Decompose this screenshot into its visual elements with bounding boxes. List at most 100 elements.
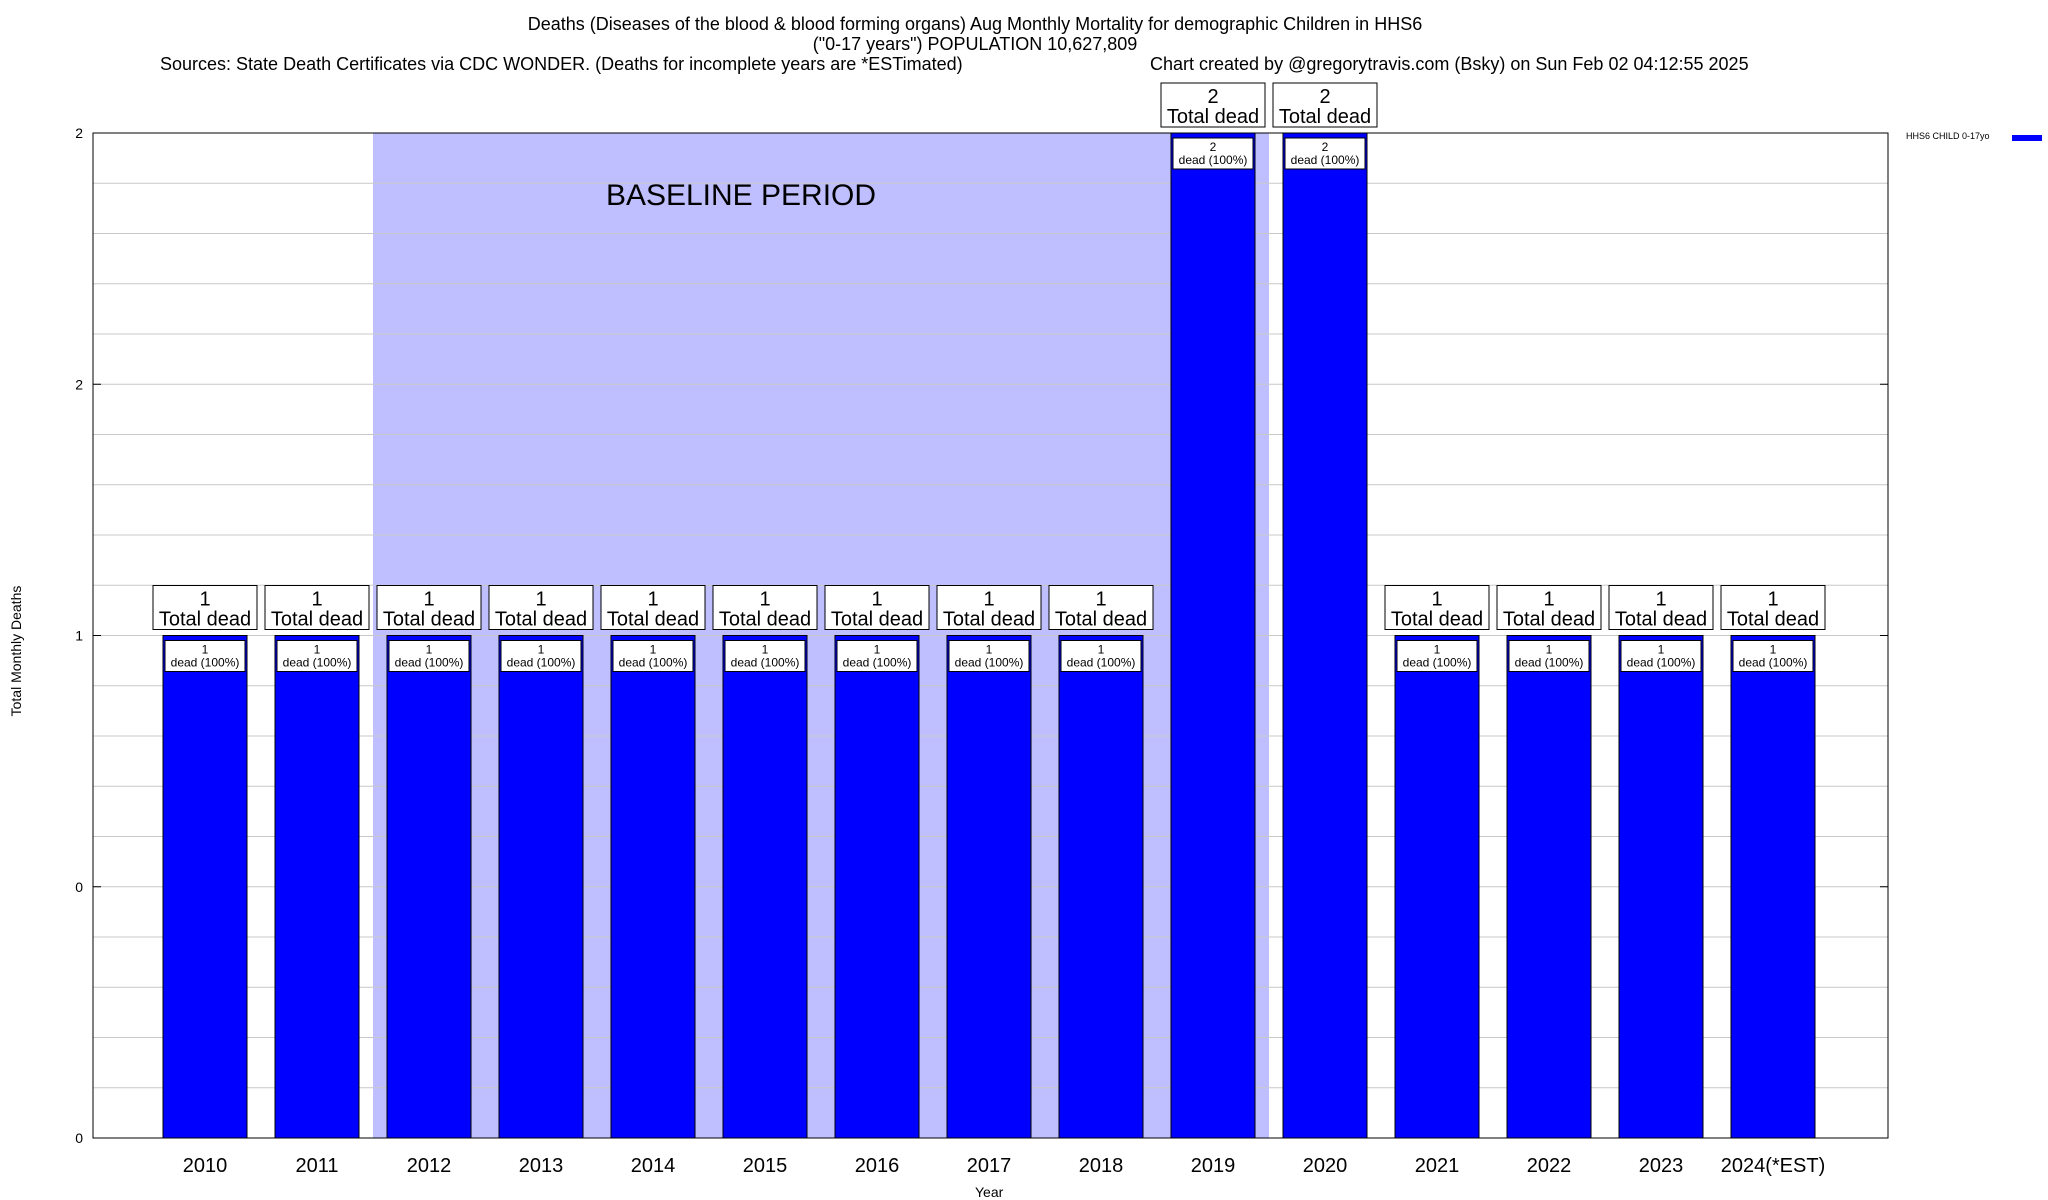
total-label-box bbox=[712, 585, 818, 630]
bar bbox=[722, 635, 808, 1139]
inner-label-box bbox=[612, 640, 694, 672]
y-tick-label: 2 bbox=[75, 125, 83, 141]
total-label-number: 1 bbox=[647, 589, 658, 611]
legend-swatch bbox=[2012, 135, 2042, 141]
total-label-box bbox=[1496, 585, 1602, 630]
total-label-box bbox=[600, 585, 706, 630]
inner-label-text: dead (100%) bbox=[395, 656, 464, 670]
inner-label-text: dead (100%) bbox=[283, 656, 352, 670]
x-tick-label: 2011 bbox=[295, 1155, 338, 1177]
total-label-number: 1 bbox=[1095, 589, 1106, 611]
inner-label-box bbox=[1396, 640, 1478, 672]
inner-label-number: 1 bbox=[986, 643, 993, 657]
total-label-box bbox=[264, 585, 370, 630]
x-tick-label: 2010 bbox=[183, 1155, 228, 1177]
total-label-text: Total dead bbox=[1391, 609, 1483, 631]
inner-label-number: 1 bbox=[1770, 643, 1777, 657]
inner-label-text: dead (100%) bbox=[843, 656, 912, 670]
total-label-number: 1 bbox=[1655, 589, 1666, 611]
total-label-box bbox=[1160, 82, 1266, 128]
chart-credit: Chart created by @gregorytravis.com (Bsk… bbox=[1150, 54, 1749, 74]
inner-label-box bbox=[388, 640, 470, 672]
inner-label-number: 1 bbox=[874, 643, 881, 657]
inner-label-box bbox=[1620, 640, 1702, 672]
total-label-number: 1 bbox=[423, 589, 434, 611]
x-tick-label: 2017 bbox=[967, 1155, 1012, 1177]
x-tick-label: 2022 bbox=[1527, 1155, 1572, 1177]
bar bbox=[162, 635, 248, 1139]
total-label-box bbox=[1608, 585, 1714, 630]
total-label-number: 2 bbox=[1319, 86, 1330, 108]
total-label-number: 2 bbox=[1207, 86, 1218, 108]
inner-label-text: dead (100%) bbox=[1403, 656, 1472, 670]
inner-label-number: 1 bbox=[1658, 643, 1665, 657]
total-label-text: Total dead bbox=[943, 609, 1035, 631]
bar bbox=[274, 635, 360, 1139]
inner-label-box bbox=[724, 640, 806, 672]
total-label-number: 1 bbox=[759, 589, 770, 611]
x-tick-label: 2023 bbox=[1639, 1155, 1684, 1177]
bar bbox=[1282, 132, 1368, 1139]
y-axis-label: Total Monthly Deaths bbox=[8, 585, 24, 717]
y-tick-label: 0 bbox=[75, 879, 83, 895]
bar bbox=[1170, 132, 1256, 1139]
total-label-box bbox=[1384, 585, 1490, 630]
bar bbox=[386, 635, 472, 1139]
bar bbox=[498, 635, 584, 1139]
inner-label-number: 2 bbox=[1210, 140, 1217, 154]
total-label-text: Total dead bbox=[831, 609, 923, 631]
inner-label-box bbox=[1732, 640, 1814, 672]
inner-label-number: 1 bbox=[1098, 643, 1105, 657]
x-tick-label: 2016 bbox=[855, 1155, 900, 1177]
total-label-box bbox=[152, 585, 258, 630]
bar bbox=[1618, 635, 1704, 1139]
total-label-text: Total dead bbox=[271, 609, 363, 631]
inner-label-text: dead (100%) bbox=[171, 656, 240, 670]
total-label-number: 1 bbox=[983, 589, 994, 611]
y-tick-label: 2 bbox=[75, 376, 83, 392]
y-tick-label: 0 bbox=[75, 1130, 83, 1146]
inner-label-number: 1 bbox=[314, 643, 321, 657]
total-label-number: 1 bbox=[871, 589, 882, 611]
inner-label-number: 1 bbox=[1434, 643, 1441, 657]
inner-label-number: 1 bbox=[1546, 643, 1553, 657]
inner-label-text: dead (100%) bbox=[731, 656, 800, 670]
x-tick-label: 2013 bbox=[519, 1155, 564, 1177]
inner-label-text: dead (100%) bbox=[1067, 656, 1136, 670]
bar bbox=[946, 635, 1032, 1139]
inner-label-box bbox=[500, 640, 582, 672]
total-label-text: Total dead bbox=[495, 609, 587, 631]
inner-label-text: dead (100%) bbox=[1179, 153, 1248, 167]
x-tick-label: 2021 bbox=[1415, 1155, 1460, 1177]
legend-label: HHS6 CHILD 0-17yo bbox=[1906, 131, 1990, 141]
total-label-text: Total dead bbox=[1615, 609, 1707, 631]
inner-label-number: 1 bbox=[650, 643, 657, 657]
inner-label-text: dead (100%) bbox=[507, 656, 576, 670]
total-label-box bbox=[376, 585, 482, 630]
inner-label-box bbox=[1060, 640, 1142, 672]
x-tick-label: 2024(*EST) bbox=[1721, 1155, 1826, 1177]
inner-label-text: dead (100%) bbox=[1291, 153, 1360, 167]
inner-label-number: 1 bbox=[762, 643, 769, 657]
total-label-text: Total dead bbox=[1279, 106, 1371, 128]
total-label-text: Total dead bbox=[1727, 609, 1819, 631]
total-label-box bbox=[1048, 585, 1154, 630]
inner-label-box bbox=[1508, 640, 1590, 672]
inner-label-text: dead (100%) bbox=[1739, 656, 1808, 670]
x-tick-label: 2020 bbox=[1303, 1155, 1348, 1177]
y-tick-label: 1 bbox=[75, 628, 83, 644]
total-label-box bbox=[936, 585, 1042, 630]
inner-label-box bbox=[1172, 137, 1254, 170]
total-label-number: 1 bbox=[311, 589, 322, 611]
inner-label-text: dead (100%) bbox=[619, 656, 688, 670]
total-label-box bbox=[824, 585, 930, 630]
total-label-text: Total dead bbox=[719, 609, 811, 631]
x-tick-label: 2018 bbox=[1079, 1155, 1124, 1177]
inner-label-box bbox=[164, 640, 246, 672]
total-label-box bbox=[1720, 585, 1826, 630]
bar bbox=[610, 635, 696, 1139]
x-tick-label: 2019 bbox=[1191, 1155, 1236, 1177]
total-label-text: Total dead bbox=[1503, 609, 1595, 631]
total-label-text: Total dead bbox=[1055, 609, 1147, 631]
